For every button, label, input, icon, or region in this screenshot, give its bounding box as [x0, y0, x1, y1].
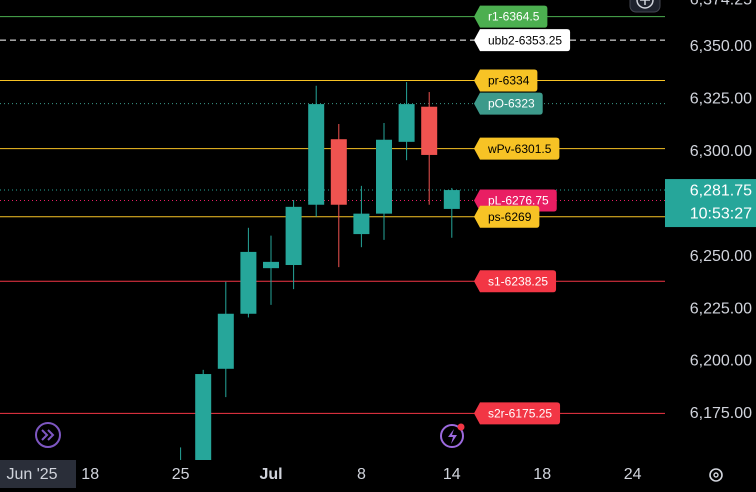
level-tag [474, 29, 571, 52]
candle-body [285, 206, 302, 266]
level-tags: r1-6364.5 ubb2-6353.25 pr-6334 pO-6323 wPv-6… [474, 5, 571, 425]
level-label: pO-6323 [488, 97, 535, 111]
level-tag [474, 92, 543, 115]
x-tick-label: 24 [624, 466, 642, 483]
y-tick-label: 6,350.00 [690, 38, 752, 55]
y-tick-label: 6,325.00 [690, 91, 752, 108]
y-tick-label: 6,300.00 [690, 143, 752, 160]
level-label: r1-6364.5 [488, 10, 540, 24]
level-label: pr-6334 [488, 74, 530, 88]
candle-body [217, 313, 234, 369]
candle-body [376, 139, 392, 214]
candle-body [421, 106, 438, 155]
level-label: ubb2-6353.25 [488, 33, 562, 47]
level-label: s1-6238.25 [488, 274, 548, 288]
level-label: ps-6269 [488, 210, 532, 224]
level-tag [474, 5, 548, 28]
level-tag [474, 137, 560, 160]
level-tag [474, 402, 561, 425]
x-tick-label: Jun '25 [6, 466, 57, 483]
candle-body [263, 261, 279, 269]
y-tick-label: 6,225.00 [690, 300, 752, 317]
level-tag [474, 270, 557, 293]
countdown-label: 10:53:27 [690, 205, 752, 222]
x-tick-label: 8 [357, 466, 366, 483]
x-tick-label: 18 [81, 466, 99, 483]
time-axis: Jun '25 18 25 Jul 8 14 18 24 [0, 460, 642, 488]
add-button[interactable] [629, 0, 661, 13]
x-tick-label: 18 [533, 466, 551, 483]
level-label: pL-6276.75 [488, 194, 549, 208]
settings-icon[interactable] [709, 468, 723, 482]
x-tick-label: Jul [259, 466, 282, 483]
candle-body [195, 374, 212, 460]
current-price-label: 6,281.75 [690, 182, 752, 199]
level-tag [474, 69, 538, 92]
level-label: wPv-6301.5 [487, 142, 552, 156]
candles [180, 82, 460, 460]
alert-icon[interactable] [440, 423, 465, 448]
candle-body [330, 139, 347, 205]
level-label: s2r-6175.25 [488, 407, 552, 421]
candle-body [308, 104, 325, 205]
x-label-highlight [0, 460, 76, 488]
y-tick-label: 6,200.00 [690, 353, 752, 370]
candle-body [398, 104, 415, 142]
candle-body [240, 251, 257, 314]
price-axis: 6,175.00 6,200.00 6,225.00 6,250.00 6,300.00… [665, 0, 756, 422]
x-tick-label: 14 [443, 466, 461, 483]
x-tick-label: 25 [172, 466, 190, 483]
candle-body [353, 213, 370, 235]
y-tick-label: 6,250.00 [690, 248, 752, 265]
current-price-box [665, 179, 756, 228]
candle-body [443, 190, 460, 209]
level-tag [474, 205, 540, 228]
axis-price-label: 6,374.25 [690, 0, 752, 8]
y-tick-label: 6,175.00 [690, 405, 752, 422]
replay-icon[interactable] [35, 422, 61, 448]
